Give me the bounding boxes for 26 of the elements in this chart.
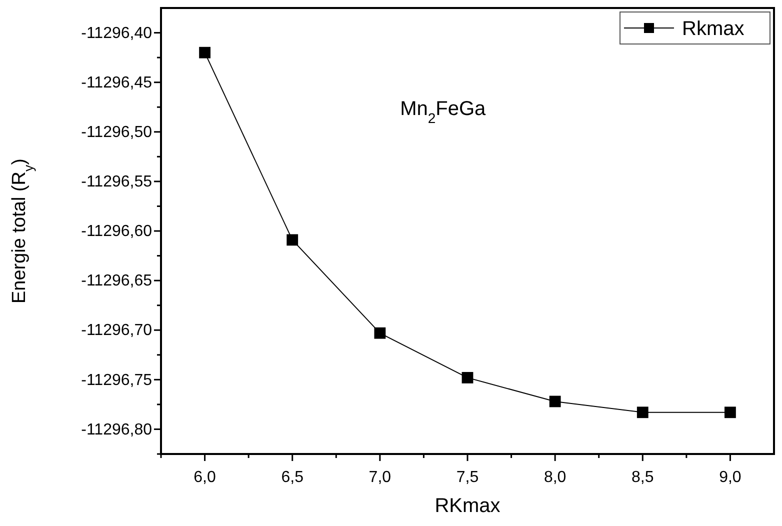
y-tick-label: -11296,75	[81, 372, 152, 389]
y-tick-label: -11296,80	[81, 421, 152, 438]
x-tick-label: 8,0	[544, 469, 566, 486]
x-tick-label: 8,5	[632, 469, 654, 486]
x-tick-label: 9,0	[719, 469, 742, 486]
x-tick-label: 6,0	[194, 469, 216, 486]
y-tick-label: -11296,45	[81, 74, 152, 92]
x-tick-label: 7,0	[368, 469, 392, 486]
point	[199, 46, 210, 58]
x-axis-title: RKmax	[434, 495, 500, 517]
y-tick-label: -11296,50	[81, 124, 152, 142]
annotation: Mn$_{2}$FeGa	[400, 98, 487, 126]
point	[374, 327, 386, 339]
y-tick-label: -11296,55	[81, 174, 152, 191]
point	[549, 396, 561, 408]
y-tick-label: -11296,60	[81, 223, 152, 240]
x-tick-label: 7,5	[456, 469, 479, 486]
x-tick-label: 6,5	[281, 469, 304, 486]
point	[636, 406, 648, 418]
point	[286, 234, 298, 246]
y-tick-label: -11296,70	[81, 322, 152, 340]
legend-label: Rkmax	[682, 18, 744, 40]
point	[724, 406, 736, 418]
y-tick-label: -11296,40	[81, 24, 152, 42]
point	[462, 372, 474, 384]
y-tick-label: -11296,65	[81, 272, 152, 290]
